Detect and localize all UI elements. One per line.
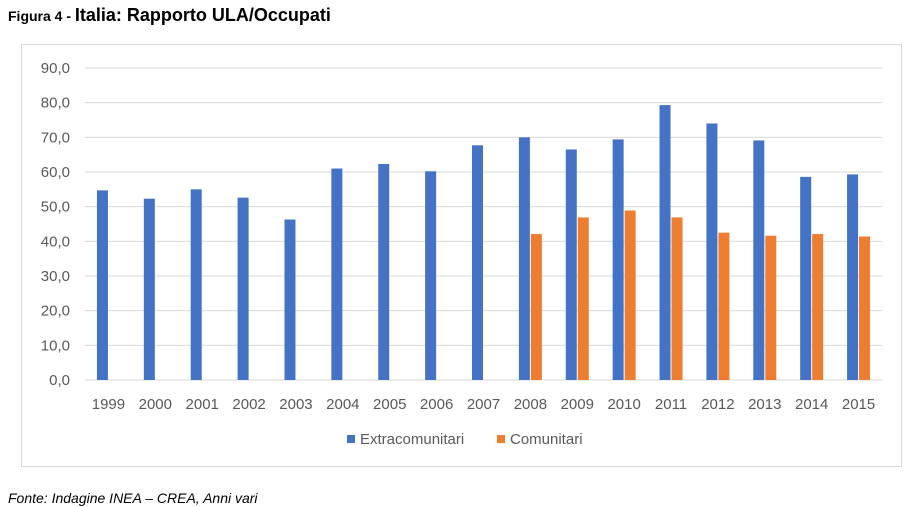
bar-extracomunitari	[331, 168, 343, 380]
x-tick-label: 2010	[607, 396, 640, 413]
x-axis-ticks: 1999 2000 2001 2002 2003 2004 2005 2006 2007 2008…	[92, 396, 875, 413]
bar-extracomunitari	[237, 197, 249, 380]
bar-extracomunitari	[143, 198, 155, 380]
x-tick-label: 2015	[842, 396, 875, 413]
bar-extracomunitari	[518, 137, 530, 380]
x-tick-label: 2000	[139, 396, 172, 413]
x-tick-label: 2013	[748, 396, 781, 413]
bar-comunitari	[577, 217, 589, 380]
chart-title: Italia: Rapporto ULA/Occupati	[74, 5, 331, 25]
x-tick-label: 2007	[467, 396, 500, 413]
legend-label-comunitari: Comunitari	[510, 431, 583, 448]
y-tick-label: 50,0	[41, 199, 70, 216]
bar-extracomunitari	[96, 190, 108, 380]
x-tick-label: 2003	[279, 396, 312, 413]
legend-swatch-comunitari	[497, 435, 505, 443]
bar-extracomunitari	[190, 189, 202, 380]
bar-extracomunitari	[659, 105, 671, 381]
bar-comunitari	[530, 234, 542, 380]
bar-extracomunitari	[284, 219, 296, 380]
x-tick-label: 2009	[561, 396, 594, 413]
source-note: Fonte: Indagine INEA – CREA, Anni vari	[8, 490, 258, 506]
bar-extracomunitari	[612, 139, 624, 380]
bar-extracomunitari	[847, 174, 859, 380]
bar-extracomunitari	[706, 123, 718, 380]
bar-comunitari	[859, 236, 871, 380]
bar-chart: 0,010,020,030,040,050,060,070,080,090,0 …	[41, 60, 882, 448]
legend: Extracomunitari Comunitari	[347, 431, 583, 448]
bar-extracomunitari	[472, 145, 483, 380]
bar-extracomunitari	[800, 176, 812, 380]
bar-comunitari	[718, 232, 730, 380]
y-tick-label: 20,0	[41, 303, 70, 320]
figure-label: Figura 4 -	[8, 8, 75, 24]
legend-label-extracomunitari: Extracomunitari	[360, 431, 464, 448]
y-tick-label: 0,0	[49, 372, 70, 389]
x-tick-label: 2002	[232, 396, 265, 413]
figure-title: Figura 4 - Italia: Rapporto ULA/Occupati	[8, 5, 331, 26]
bar-comunitari	[624, 210, 636, 380]
bar-comunitari	[671, 217, 683, 380]
y-tick-label: 40,0	[41, 233, 70, 250]
x-tick-label: 2004	[326, 396, 359, 413]
y-tick-label: 70,0	[41, 129, 70, 146]
x-tick-label: 2008	[514, 396, 547, 413]
bar-comunitari	[812, 234, 824, 380]
bar-extracomunitari	[425, 171, 437, 380]
legend-swatch-extracomunitari	[347, 435, 355, 443]
x-tick-label: 2001	[186, 396, 219, 413]
x-tick-label: 2012	[701, 396, 734, 413]
x-tick-label: 2005	[373, 396, 406, 413]
bar-extracomunitari	[378, 164, 390, 380]
bars	[96, 105, 871, 381]
y-tick-label: 30,0	[41, 268, 70, 285]
chart-area: 0,0 10,0 20,0 30,0 40,0 50,0 60,0 70,0 80,0 90,0 …	[21, 44, 902, 467]
y-tick-label: 90,0	[41, 60, 70, 77]
bar-extracomunitari	[565, 149, 577, 380]
bar-comunitari	[765, 235, 777, 380]
y-axis-ticks: 0,0 10,0 20,0 30,0 40,0 50,0 60,0 70,0 80,0 90,0	[41, 60, 70, 389]
bar-extracomunitari	[753, 140, 765, 380]
x-tick-label: 1999	[92, 396, 125, 413]
y-tick-label: 60,0	[41, 164, 70, 181]
x-tick-label: 2006	[420, 396, 453, 413]
y-tick-label: 80,0	[41, 95, 70, 112]
gridlines	[85, 67, 882, 381]
x-tick-label: 2011	[655, 396, 687, 413]
y-tick-label: 10,0	[41, 337, 70, 354]
x-tick-label: 2014	[795, 396, 828, 413]
